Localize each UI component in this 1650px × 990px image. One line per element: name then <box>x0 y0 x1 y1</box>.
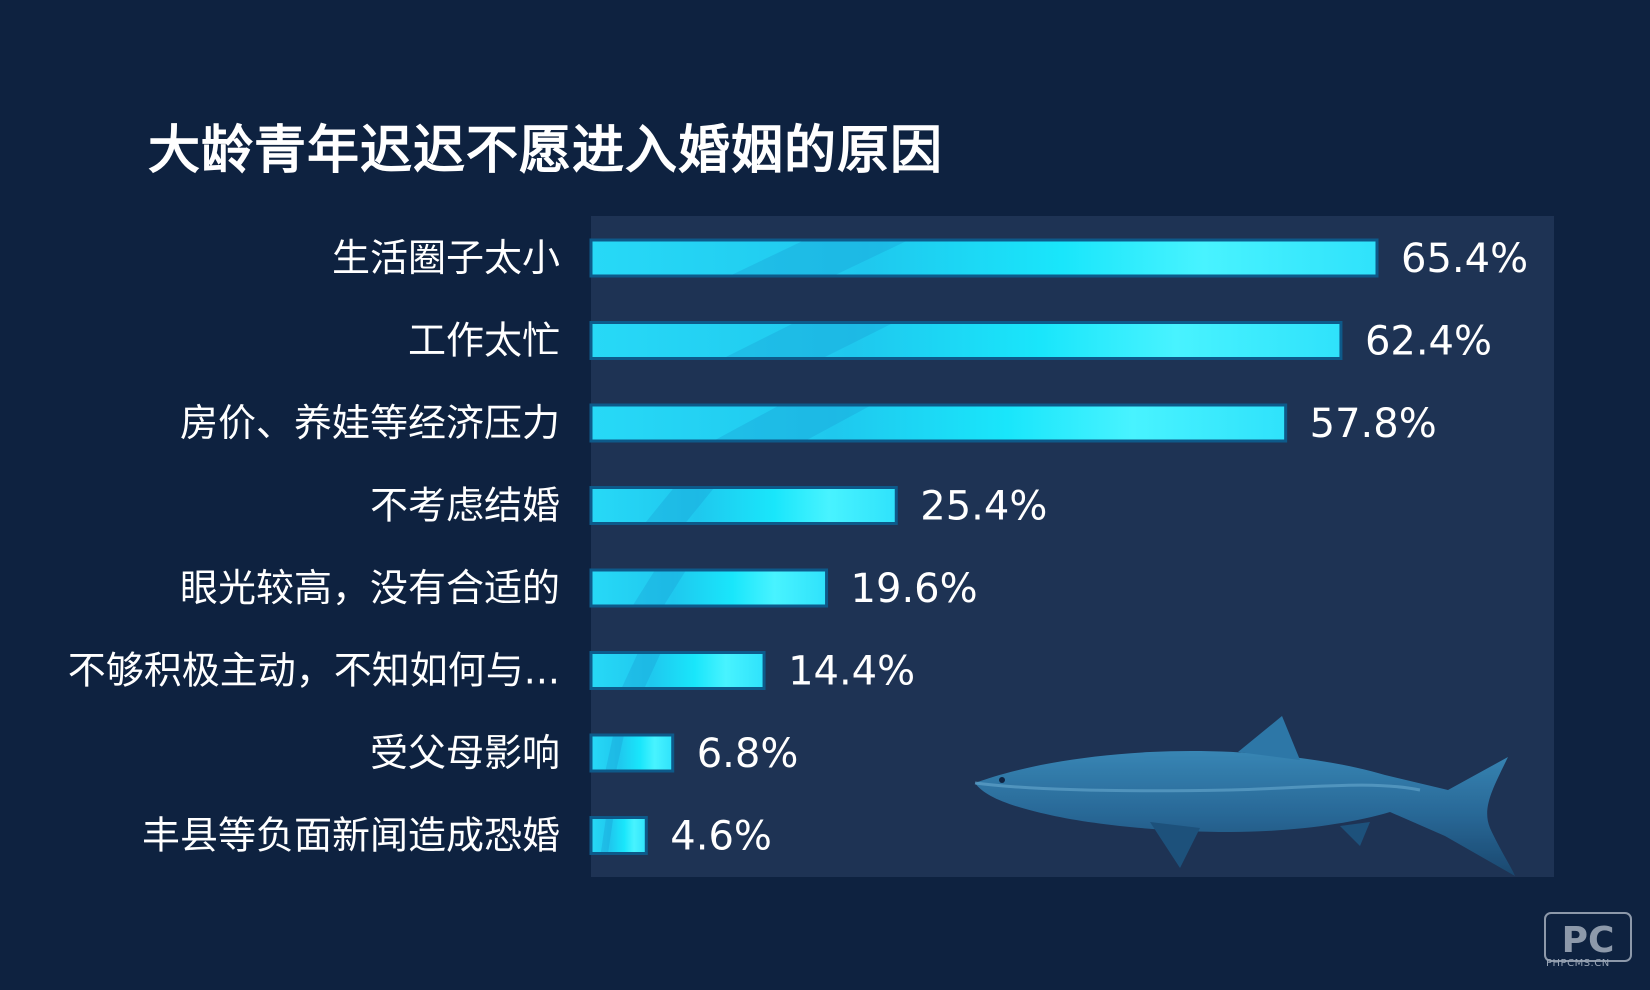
value-label: 65.4% <box>1401 236 1528 282</box>
bar <box>589 733 675 773</box>
watermark-text: PHPCMS.CN <box>1546 958 1610 969</box>
value-label: 19.6% <box>851 566 978 612</box>
category-label: 工作太忙 <box>408 319 560 363</box>
bar-facet <box>600 819 614 852</box>
value-label: 62.4% <box>1365 319 1492 365</box>
bar <box>589 321 1343 360</box>
category-label: 受父母影响 <box>370 731 560 775</box>
category-label: 眼光较高，没有合适的 <box>180 566 560 610</box>
value-label: 6.8% <box>697 731 799 777</box>
bar-facet <box>732 241 906 275</box>
bar <box>589 486 898 525</box>
bar-facet <box>622 654 661 687</box>
svg-text:PC: PC <box>1562 920 1615 961</box>
value-label: 57.8% <box>1310 401 1437 447</box>
chart-title: 大龄青年迟迟不愿进入婚姻的原因 <box>148 121 944 181</box>
bars-group: 生活圈子太小 65.4% 工作太忙 62.4% 房价、养娃等经济压力 57.8% 不考虑结婚… <box>68 236 1528 860</box>
category-label: 不考虑结婚 <box>370 484 560 528</box>
bar <box>589 568 829 608</box>
bar <box>589 238 1379 278</box>
value-label: 14.4% <box>788 649 915 695</box>
bar-facet <box>605 736 624 770</box>
bar-facet <box>716 406 869 440</box>
bar <box>589 403 1288 443</box>
shark-decoration <box>974 716 1515 876</box>
bar <box>589 651 766 690</box>
category-label: 房价、养娃等经济压力 <box>180 401 560 445</box>
category-label: 不够积极主动，不知如何与... <box>68 649 560 693</box>
bar-facet <box>725 324 891 357</box>
value-label: 4.6% <box>670 814 772 860</box>
category-label: 生活圈子太小 <box>332 236 560 280</box>
value-label: 25.4% <box>920 484 1047 530</box>
category-label: 丰县等负面新闻造成恐婚 <box>142 814 560 858</box>
bar <box>589 816 648 855</box>
bar-facet <box>633 571 686 605</box>
phpcms-logo: PC <box>1544 912 1632 962</box>
bar-facet <box>645 489 714 522</box>
